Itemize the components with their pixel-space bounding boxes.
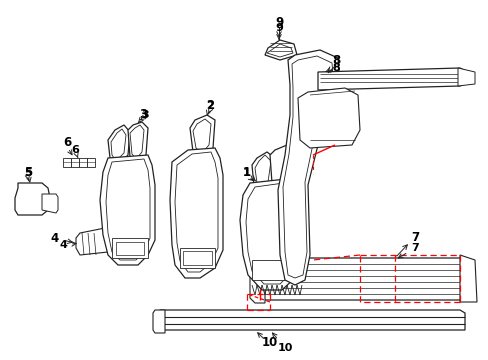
Text: 2: 2 bbox=[206, 101, 213, 115]
Polygon shape bbox=[459, 255, 476, 302]
Text: 1: 1 bbox=[243, 166, 250, 179]
Polygon shape bbox=[42, 194, 58, 213]
Text: 5: 5 bbox=[24, 166, 32, 179]
Polygon shape bbox=[170, 148, 223, 278]
Polygon shape bbox=[63, 158, 71, 167]
Polygon shape bbox=[112, 238, 148, 258]
Ellipse shape bbox=[258, 232, 285, 254]
Ellipse shape bbox=[234, 318, 245, 324]
Text: 5: 5 bbox=[24, 168, 32, 182]
Ellipse shape bbox=[25, 189, 39, 197]
Text: 4: 4 bbox=[59, 240, 76, 250]
Polygon shape bbox=[183, 251, 212, 265]
Polygon shape bbox=[457, 68, 474, 86]
Text: 9: 9 bbox=[274, 23, 283, 39]
Ellipse shape bbox=[183, 220, 207, 240]
Text: 1: 1 bbox=[243, 168, 255, 181]
Ellipse shape bbox=[259, 318, 270, 324]
Text: 4: 4 bbox=[51, 231, 59, 244]
Polygon shape bbox=[249, 258, 264, 303]
Polygon shape bbox=[240, 178, 305, 290]
Polygon shape bbox=[128, 122, 148, 163]
Text: 8: 8 bbox=[331, 54, 340, 67]
Polygon shape bbox=[100, 155, 155, 265]
Ellipse shape bbox=[369, 318, 380, 324]
Polygon shape bbox=[71, 158, 79, 167]
Polygon shape bbox=[130, 125, 143, 159]
Text: 10: 10 bbox=[272, 333, 292, 353]
Text: 2: 2 bbox=[205, 99, 214, 112]
Ellipse shape bbox=[189, 318, 200, 324]
Ellipse shape bbox=[394, 318, 405, 324]
Polygon shape bbox=[266, 44, 292, 57]
Polygon shape bbox=[245, 182, 298, 284]
Polygon shape bbox=[254, 155, 270, 188]
Polygon shape bbox=[283, 56, 333, 278]
Polygon shape bbox=[106, 159, 150, 260]
Text: 10: 10 bbox=[262, 336, 278, 348]
Ellipse shape bbox=[209, 318, 220, 324]
Ellipse shape bbox=[25, 203, 39, 211]
Text: 8: 8 bbox=[325, 63, 339, 73]
Polygon shape bbox=[269, 145, 294, 190]
Polygon shape bbox=[180, 248, 215, 268]
Ellipse shape bbox=[113, 207, 141, 229]
Polygon shape bbox=[260, 258, 471, 300]
Polygon shape bbox=[116, 242, 143, 255]
Polygon shape bbox=[264, 40, 296, 60]
Text: 3: 3 bbox=[138, 110, 148, 123]
Polygon shape bbox=[108, 125, 130, 165]
Ellipse shape bbox=[344, 318, 355, 324]
Ellipse shape bbox=[419, 318, 429, 324]
Polygon shape bbox=[76, 228, 115, 255]
Polygon shape bbox=[317, 68, 469, 90]
Polygon shape bbox=[87, 158, 95, 167]
Text: 6: 6 bbox=[63, 135, 71, 149]
Polygon shape bbox=[15, 183, 50, 215]
Polygon shape bbox=[297, 88, 359, 148]
Polygon shape bbox=[251, 260, 299, 280]
Polygon shape bbox=[79, 158, 87, 167]
Text: 7: 7 bbox=[398, 243, 418, 258]
Polygon shape bbox=[160, 310, 464, 330]
Polygon shape bbox=[175, 152, 218, 272]
Polygon shape bbox=[278, 50, 339, 285]
Text: 3: 3 bbox=[139, 108, 147, 121]
Polygon shape bbox=[111, 129, 126, 161]
Text: 6: 6 bbox=[71, 145, 79, 158]
Polygon shape bbox=[153, 310, 164, 333]
Text: 7: 7 bbox=[410, 230, 418, 243]
Polygon shape bbox=[251, 152, 274, 192]
Ellipse shape bbox=[439, 318, 449, 324]
Polygon shape bbox=[190, 115, 215, 158]
Polygon shape bbox=[193, 119, 210, 153]
Text: 9: 9 bbox=[274, 15, 283, 28]
